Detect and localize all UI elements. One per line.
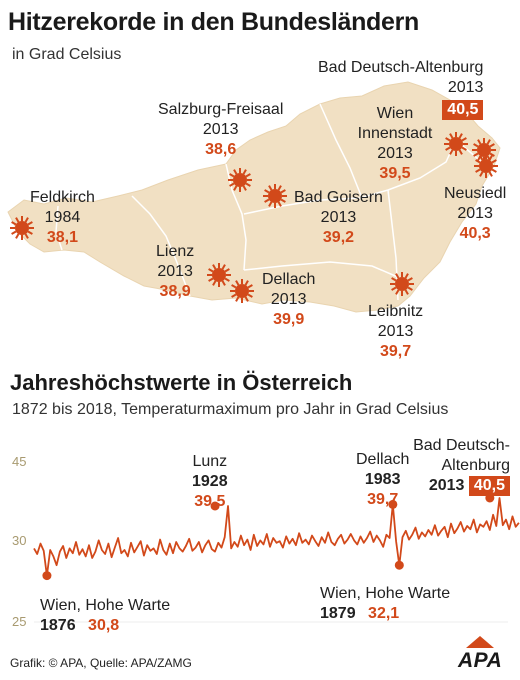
sun-icon xyxy=(10,216,34,240)
place-name: Dellach xyxy=(262,271,316,288)
y-tick-label: 25 xyxy=(12,614,26,629)
record-value: 39,7 xyxy=(380,343,412,360)
record-value: 39,5 xyxy=(379,165,411,182)
highlight-point xyxy=(394,560,404,570)
annotation-bad-deutsch-altenburg-2013: Bad Deutsch-Altenburg 2013 40,5 xyxy=(406,436,510,496)
record-year: 2013 xyxy=(377,323,414,340)
record-label-bad-goisern: Bad Goisern 2013 39,2 xyxy=(294,188,383,248)
annotation-value: 30,8 xyxy=(88,617,120,634)
austria-shape xyxy=(7,81,501,313)
place-name: Bad Deutsch-Altenburg xyxy=(318,59,484,76)
record-label-feldkirch: Feldkirch 1984 38,1 xyxy=(30,188,95,248)
map-title: Hitzerekorde in den Bundesländern xyxy=(8,8,420,36)
apa-logo: APA xyxy=(458,649,503,672)
annotation-value: 32,1 xyxy=(368,605,400,622)
sun-icon xyxy=(390,272,414,296)
record-year: 2013 xyxy=(270,291,307,308)
record-label-leibnitz: Leibnitz 2013 39,7 xyxy=(368,302,423,362)
sun-icon xyxy=(228,168,252,192)
record-label-neusiedl: Neusiedl 2013 40,3 xyxy=(444,184,506,244)
annotation-wien-1879: Wien, Hohe Warte 1879 32,1 xyxy=(320,584,450,624)
record-value: 38,9 xyxy=(159,283,191,300)
record-label-salzburg-freisaal: Salzburg-Freisaal 2013 38,6 xyxy=(158,100,283,160)
line-chart: 45 30 25 xyxy=(12,454,520,629)
record-year: 2013 xyxy=(202,121,239,138)
annotation-place: Dellach xyxy=(356,451,410,468)
annotation-year: 2013 xyxy=(428,477,465,494)
record-value: 38,6 xyxy=(205,141,237,158)
record-year: 2013 xyxy=(157,263,193,280)
sun-icon xyxy=(474,154,498,178)
sun-markers xyxy=(10,132,498,303)
highlight-point xyxy=(388,499,398,509)
highlight-point xyxy=(210,501,220,511)
record-label-lienz: Lienz 2013 38,9 xyxy=(156,242,194,302)
y-tick-label: 45 xyxy=(12,454,26,469)
place-name: Leibnitz xyxy=(368,303,424,320)
chart-subtitle: 1872 bis 2018, Temperaturmaximum pro Jah… xyxy=(12,401,449,418)
annotation-year: 1876 xyxy=(40,617,76,634)
annotation-value: 39,5 xyxy=(194,493,226,510)
record-year: 2013 xyxy=(320,209,357,226)
sun-icon xyxy=(207,263,231,287)
record-label-bad-deutsch-altenburg: Bad Deutsch-Altenburg 2013 40,5 xyxy=(318,58,484,120)
record-value: 40,3 xyxy=(459,225,491,242)
sun-icon xyxy=(472,138,496,162)
annotation-value: 40,5 xyxy=(468,476,510,496)
state-borders xyxy=(55,103,485,301)
record-value: 38,1 xyxy=(46,229,79,246)
austria-map xyxy=(7,81,501,313)
annotation-place: Lunz xyxy=(192,453,228,470)
place-name: Neusiedl xyxy=(444,185,507,202)
record-year: 2013 xyxy=(377,145,413,162)
record-value: 40,5 xyxy=(442,100,484,120)
record-year: 2013 xyxy=(457,205,493,222)
annotation-year: 1928 xyxy=(192,473,228,490)
record-label-wien-innenstadt: Wien Innenstadt 2013 39,5 xyxy=(350,104,440,184)
record-year: 1984 xyxy=(44,209,81,226)
credit-text: Grafik: © APA, Quelle: APA/ZAMG xyxy=(10,656,192,670)
annotation-lunz-1928: Lunz 1928 39,5 xyxy=(192,452,228,512)
apa-logo-triangle xyxy=(466,636,494,648)
place-name: Bad Goisern xyxy=(294,189,383,206)
sun-icon xyxy=(263,184,287,208)
sun-icon xyxy=(444,132,468,156)
place-name: Wien Innenstadt xyxy=(357,105,433,142)
record-value: 39,9 xyxy=(273,311,305,328)
annotation-place: Bad Deutsch-Altenburg xyxy=(413,437,510,474)
y-tick-label: 30 xyxy=(12,533,26,548)
record-value: 39,2 xyxy=(322,229,355,246)
place-name: Salzburg-Freisaal xyxy=(158,101,284,118)
annotation-place: Wien, Hohe Warte xyxy=(40,597,171,614)
annotation-year: 1983 xyxy=(364,471,401,488)
annotation-year: 1879 xyxy=(320,605,356,622)
record-label-dellach: Dellach 2013 39,9 xyxy=(262,270,315,330)
sun-icon xyxy=(230,279,254,303)
annotation-dellach-1983: Dellach 1983 39,7 xyxy=(356,450,409,510)
place-name: Lienz xyxy=(156,243,195,260)
chart-title: Jahreshöchstwerte in Österreich xyxy=(10,370,353,395)
annotation-place: Wien, Hohe Warte xyxy=(320,585,451,602)
map-subtitle: in Grad Celsius xyxy=(12,46,122,63)
record-year: 2013 xyxy=(447,79,484,96)
annotation-wien-1876: Wien, Hohe Warte 1876 30,8 xyxy=(40,596,170,636)
highlight-point xyxy=(42,571,52,581)
series-line xyxy=(33,497,520,577)
place-name: Feldkirch xyxy=(30,189,95,206)
annotation-value: 39,7 xyxy=(367,491,399,508)
